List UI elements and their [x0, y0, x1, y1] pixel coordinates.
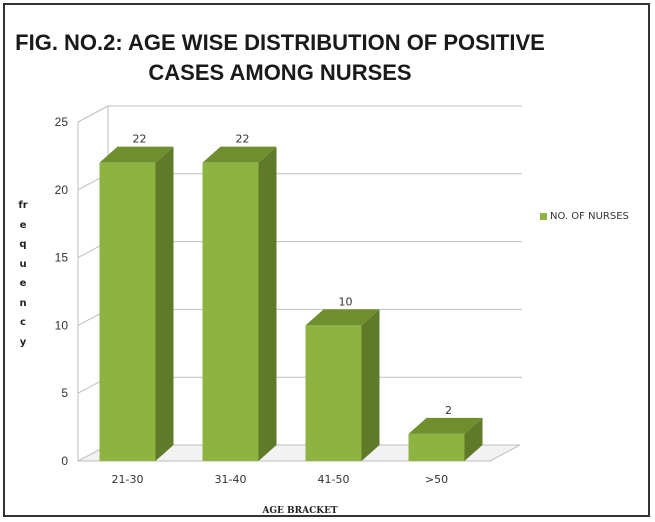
- x-axis-label: AGE BRACKET: [262, 506, 338, 516]
- y-axis-label: frequency: [18, 200, 28, 348]
- bar-side: [258, 146, 277, 461]
- bar-top: [202, 146, 277, 163]
- x-tick-label: 21-30: [112, 473, 144, 486]
- bar-top: [408, 417, 483, 434]
- bar-top: [305, 309, 380, 326]
- legend: NO. OF NURSES: [540, 211, 629, 222]
- gridline-diagonal: [77, 105, 109, 123]
- data-label: 10: [339, 295, 353, 308]
- data-label: 2: [445, 404, 452, 417]
- bar-side: [464, 417, 483, 461]
- bar-side: [155, 146, 174, 461]
- y-tick-label: 0: [61, 454, 68, 468]
- bar-top: [99, 146, 174, 163]
- y-tick-label: 5: [61, 386, 68, 400]
- bar-side: [361, 309, 380, 461]
- y-tick-label: 10: [55, 318, 69, 332]
- bar: [408, 433, 465, 461]
- legend-label: NO. OF NURSES: [550, 211, 629, 222]
- legend-swatch: [540, 213, 547, 220]
- bar: [99, 162, 156, 461]
- x-tick-label: 31-40: [215, 473, 247, 486]
- chart-title: FIG. NO.2: AGE WISE DISTRIBUTION OF POSI…: [15, 30, 545, 85]
- x-tick-label: >50: [425, 473, 448, 486]
- data-label: 22: [133, 133, 147, 146]
- bar: [202, 162, 259, 461]
- x-tick-label: 41-50: [318, 473, 350, 486]
- y-tick-label: 20: [55, 183, 69, 197]
- bar: [305, 325, 362, 461]
- y-tick-label: 25: [55, 115, 69, 129]
- data-label: 22: [236, 133, 250, 146]
- y-tick-label: 15: [55, 251, 69, 265]
